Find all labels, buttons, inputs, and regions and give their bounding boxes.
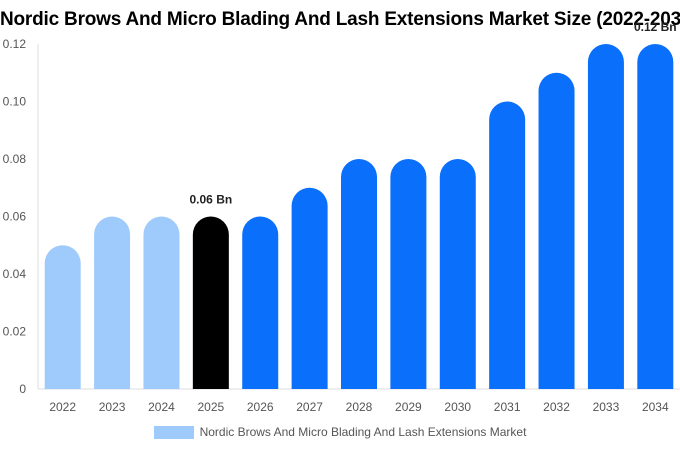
x-tick-label: 2028 [346, 400, 373, 414]
x-tick-label: 2024 [148, 400, 175, 414]
x-tick-label: 2023 [99, 400, 126, 414]
legend-swatch [153, 425, 194, 439]
bar-2026 [242, 216, 279, 389]
bar-2027 [291, 187, 328, 389]
x-tick-label: 2032 [543, 400, 570, 414]
x-tick-label: 2025 [197, 400, 224, 414]
x-tick-label: 2029 [395, 400, 422, 414]
x-tick-label: 2030 [444, 400, 471, 414]
bar-2025 [192, 216, 229, 389]
x-tick-label: 2026 [247, 400, 274, 414]
x-tick-label: 2034 [642, 400, 669, 414]
data-label-2034: 0.12 Bn [634, 20, 677, 34]
y-tick-label: 0.02 [3, 325, 27, 339]
legend-label: Nordic Brows And Micro Blading And Lash … [199, 425, 527, 439]
data-label-2025: 0.06 Bn [190, 193, 233, 207]
legend: Nordic Brows And Micro Blading And Lash … [0, 425, 680, 439]
bar-2029 [390, 159, 427, 389]
bar-2034 [637, 44, 674, 389]
y-tick-label: 0.10 [3, 95, 27, 109]
bar-2032 [538, 72, 575, 389]
chart-title: Nordic Brows And Micro Blading And Lash … [0, 9, 680, 30]
y-tick-label: 0.06 [3, 210, 27, 224]
x-tick-label: 2027 [296, 400, 323, 414]
bar-2030 [439, 159, 476, 389]
y-tick-label: 0.04 [3, 267, 27, 281]
bar-2023 [94, 216, 131, 389]
bar-2022 [44, 245, 81, 389]
x-tick-label: 2022 [49, 400, 76, 414]
y-tick-label: 0.08 [3, 152, 27, 166]
bar-2033 [587, 44, 624, 389]
x-tick-label: 2031 [494, 400, 521, 414]
bar-2028 [341, 159, 377, 389]
bar-2031 [489, 101, 526, 389]
bar-2024 [143, 216, 180, 389]
x-tick-label: 2033 [593, 400, 620, 414]
y-tick-label: 0 [19, 382, 26, 396]
y-tick-label: 0.12 [3, 37, 27, 51]
